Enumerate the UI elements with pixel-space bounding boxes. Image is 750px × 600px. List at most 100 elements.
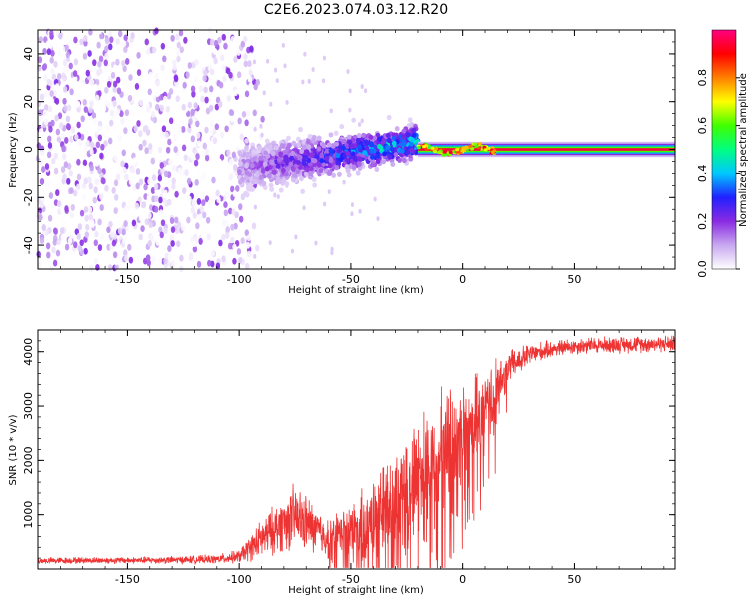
heatmap-cell bbox=[189, 46, 195, 53]
heatmap-cell bbox=[55, 249, 61, 257]
heatmap-cell bbox=[391, 135, 397, 141]
heatmap-cell bbox=[290, 150, 296, 156]
heatmap-cell bbox=[136, 51, 141, 59]
snr-y-tick-label: 2000 bbox=[22, 446, 35, 474]
heatmap-cell bbox=[301, 79, 305, 85]
heatmap-cell bbox=[154, 195, 159, 203]
heatmap-cell bbox=[346, 134, 352, 140]
heatmap-cell bbox=[233, 164, 238, 171]
heatmap-cell bbox=[75, 151, 80, 159]
heatmap-cell bbox=[147, 88, 152, 96]
heatmap-cell bbox=[116, 87, 122, 95]
heatmap-cell bbox=[44, 104, 49, 111]
heatmap-cell bbox=[361, 132, 366, 138]
heatmap-cell bbox=[230, 185, 235, 193]
heatmap-cell bbox=[136, 76, 141, 83]
heatmap-cell bbox=[400, 133, 406, 139]
heatmap-cell bbox=[204, 96, 209, 104]
heatmap-cell bbox=[46, 179, 52, 187]
heatmap-cell bbox=[344, 157, 350, 163]
heatmap-cell bbox=[212, 48, 218, 55]
heatmap-cell bbox=[107, 264, 113, 272]
heatmap-cell bbox=[298, 126, 303, 133]
heatmap-cell bbox=[174, 190, 179, 198]
heatmap-cell bbox=[47, 105, 53, 113]
heatmap-cell bbox=[150, 187, 156, 194]
heatmap-cell bbox=[47, 214, 53, 222]
heatmap-cell bbox=[110, 231, 115, 238]
heatmap-y-tick-label: 20 bbox=[22, 95, 35, 109]
heatmap-cell bbox=[61, 72, 66, 80]
heatmap-cell bbox=[309, 152, 315, 158]
heatmap-cell bbox=[474, 144, 479, 148]
heatmap-cell bbox=[157, 174, 163, 182]
heatmap-cell bbox=[134, 202, 140, 210]
heatmap-cell bbox=[72, 70, 78, 77]
heatmap-cell bbox=[207, 259, 212, 267]
heatmap-cell bbox=[210, 78, 215, 86]
heatmap-cell bbox=[60, 166, 66, 173]
heatmap-cell bbox=[69, 53, 74, 61]
snr-x-tick-label: 0 bbox=[459, 573, 466, 586]
heatmap-cell bbox=[198, 238, 203, 245]
heatmap-cell bbox=[100, 219, 106, 227]
heatmap-cell bbox=[248, 82, 253, 90]
heatmap-cell bbox=[69, 88, 74, 96]
heatmap-cell bbox=[339, 123, 345, 130]
heatmap-cell bbox=[394, 126, 400, 132]
heatmap-cell bbox=[204, 148, 210, 156]
heatmap-cell bbox=[460, 149, 465, 153]
heatmap-cell bbox=[215, 262, 221, 270]
heatmap-cell bbox=[191, 199, 197, 207]
heatmap-cell bbox=[122, 237, 127, 244]
heatmap-cell bbox=[147, 240, 152, 247]
heatmap-cell bbox=[132, 157, 137, 165]
heatmap-cell bbox=[188, 252, 194, 260]
heatmap-cell bbox=[181, 126, 186, 133]
heatmap-cell bbox=[247, 75, 253, 83]
heatmap-cell bbox=[284, 149, 289, 155]
heatmap-cell bbox=[280, 143, 286, 149]
heatmap-cell bbox=[97, 244, 103, 251]
heatmap-cell bbox=[164, 131, 169, 139]
heatmap-cell bbox=[276, 194, 280, 199]
heatmap-cell bbox=[195, 167, 200, 175]
colorbar-tick-label: 0.6 bbox=[696, 117, 709, 135]
heatmap-cell bbox=[370, 154, 375, 160]
heatmap-cell bbox=[141, 77, 146, 85]
heatmap-cell bbox=[393, 152, 399, 158]
heatmap-cell bbox=[226, 104, 231, 111]
heatmap-cell bbox=[350, 211, 354, 217]
heatmap-cell bbox=[76, 121, 81, 129]
heatmap-cell bbox=[60, 197, 65, 205]
heatmap-cell bbox=[220, 189, 225, 197]
heatmap-cell bbox=[406, 132, 411, 138]
heatmap-cell bbox=[231, 208, 236, 216]
heatmap-cell bbox=[386, 137, 392, 144]
heatmap-cell bbox=[54, 141, 60, 149]
heatmap-cell bbox=[70, 45, 76, 53]
heatmap-cell bbox=[49, 56, 54, 64]
heatmap-cell bbox=[127, 94, 133, 102]
heatmap-cell bbox=[348, 88, 352, 94]
heatmap-cell bbox=[260, 132, 264, 138]
figure-title: C2E6.2023.074.03.12.R20 bbox=[264, 2, 448, 18]
heatmap-cell bbox=[386, 114, 392, 121]
heatmap-cell bbox=[220, 54, 225, 62]
heatmap-cell bbox=[422, 144, 427, 149]
heatmap-cell bbox=[407, 117, 413, 123]
heatmap-cell bbox=[48, 41, 53, 49]
heatmap-cell bbox=[122, 189, 128, 197]
heatmap-cell bbox=[97, 167, 102, 175]
heatmap-cell bbox=[133, 125, 138, 133]
heatmap-cell bbox=[161, 125, 167, 133]
heatmap-cell bbox=[158, 196, 163, 204]
heatmap-cell bbox=[264, 166, 270, 172]
heatmap-cell bbox=[350, 151, 356, 157]
heatmap-cell bbox=[59, 122, 64, 130]
heatmap-cell bbox=[195, 222, 200, 230]
heatmap-cell bbox=[93, 186, 98, 194]
heatmap-cell bbox=[163, 189, 168, 197]
heatmap-cell bbox=[213, 57, 218, 65]
heatmap-cell bbox=[88, 106, 93, 114]
